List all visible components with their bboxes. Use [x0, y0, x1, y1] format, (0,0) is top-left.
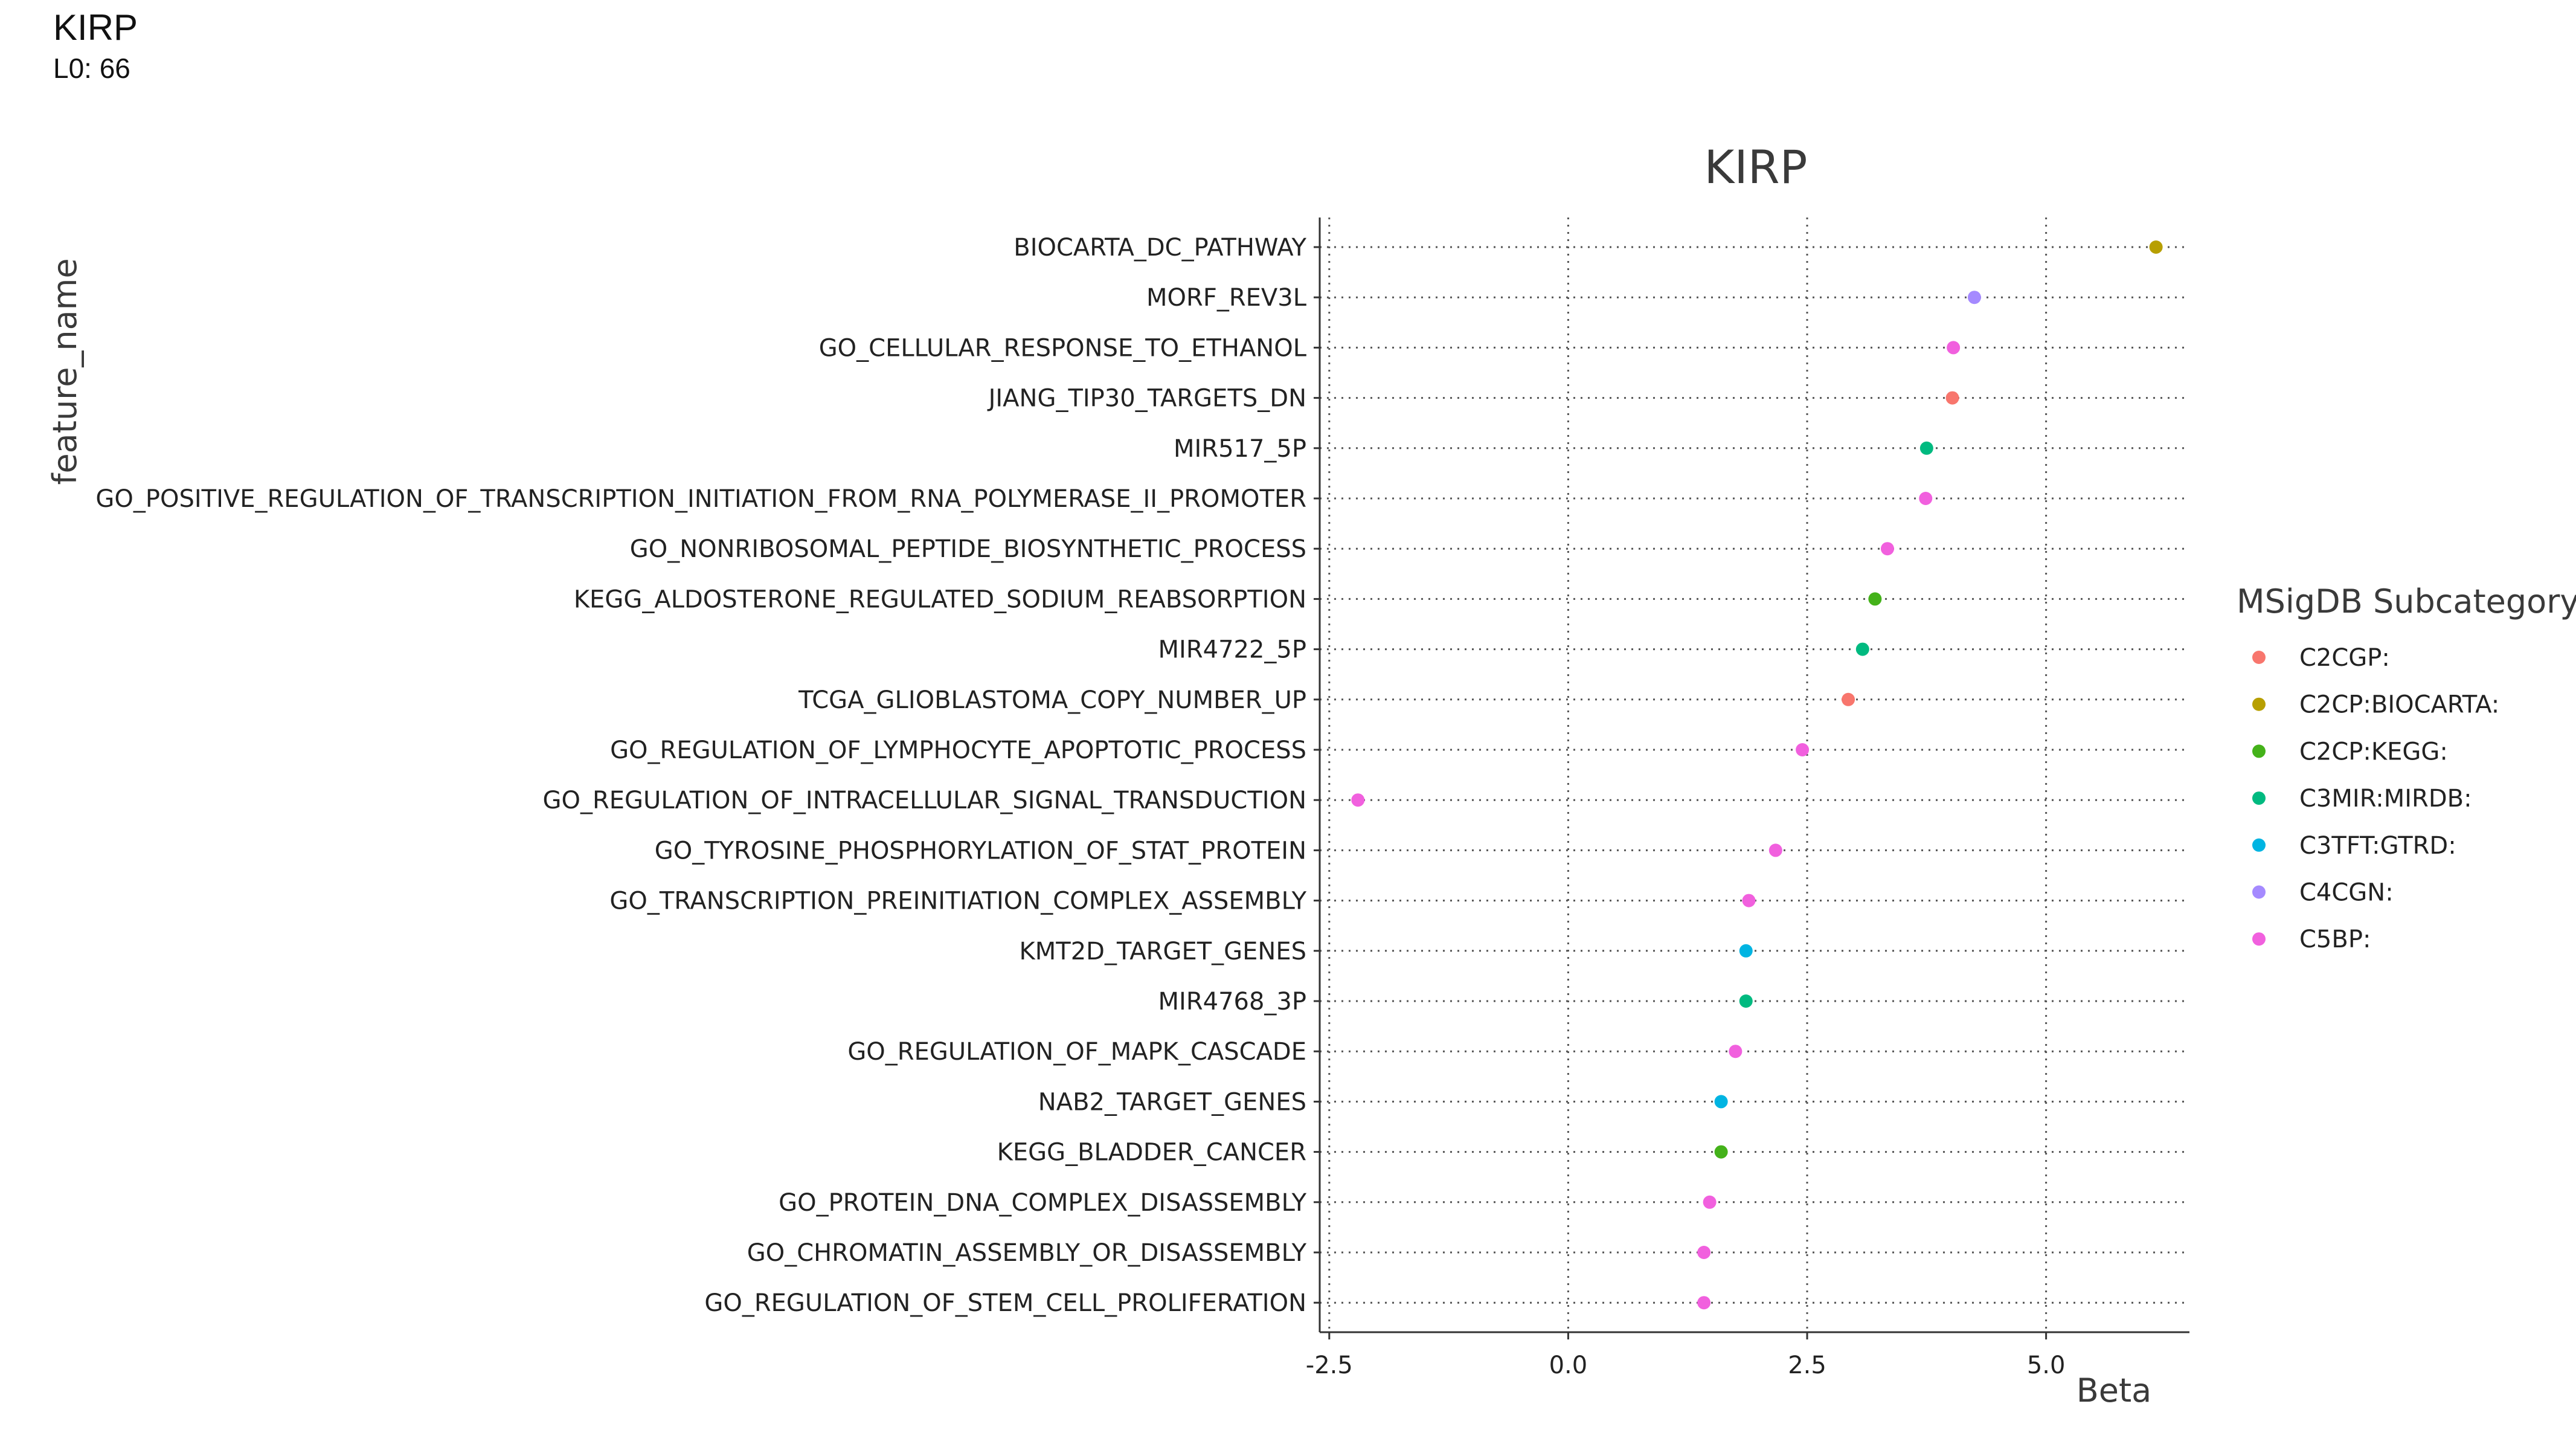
- legend-label: C2CP:BIOCARTA:: [2299, 691, 2499, 719]
- legend-swatch: [2252, 697, 2266, 711]
- data-point: [1947, 341, 1961, 355]
- data-point: [1697, 1296, 1711, 1310]
- y-tick-label: GO_REGULATION_OF_LYMPHOCYTE_APOPTOTIC_PR…: [610, 736, 1306, 764]
- x-tick-label: 0.0: [1549, 1352, 1588, 1379]
- legend-swatch: [2252, 932, 2266, 946]
- data-point: [1739, 944, 1753, 958]
- y-tick-label: KEGG_ALDOSTERONE_REGULATED_SODIUM_REABSO…: [574, 585, 1306, 613]
- y-tick-label: MIR4722_5P: [1158, 636, 1306, 664]
- chart-title: KIRP: [1704, 140, 1808, 194]
- data-point: [1945, 391, 1959, 405]
- data-point: [1714, 1095, 1728, 1109]
- y-tick-label: GO_POSITIVE_REGULATION_OF_TRANSCRIPTION_…: [95, 485, 1306, 513]
- page-title: KIRP: [53, 7, 138, 48]
- legend-label: C5BP:: [2299, 926, 2371, 953]
- legend-label: C4CGN:: [2299, 879, 2394, 907]
- y-tick-labels: BIOCARTA_DC_PATHWAY MORF_REV3L GO_CELLULAR…: [95, 234, 1306, 1317]
- legend-label: C2CGP:: [2299, 644, 2390, 672]
- data-point: [1703, 1195, 1717, 1209]
- y-tick-label: BIOCARTA_DC_PATHWAY: [1013, 234, 1306, 262]
- legend-swatch: [2252, 838, 2266, 852]
- data-point: [1697, 1246, 1711, 1259]
- y-tick-label: GO_REGULATION_OF_INTRACELLULAR_SIGNAL_TR…: [543, 787, 1307, 814]
- legend-swatch: [2252, 744, 2266, 758]
- data-point: [1967, 291, 1981, 304]
- axes: [1314, 218, 2189, 1339]
- y-tick-label: GO_PROTEIN_DNA_COMPLEX_DISASSEMBLY: [779, 1189, 1306, 1217]
- y-axis-title: feature_name: [46, 258, 84, 485]
- data-points: [1351, 240, 2163, 1310]
- data-point: [1714, 1145, 1728, 1159]
- x-tick-labels: -2.5 0.0 2.5 5.0: [1306, 1352, 2066, 1379]
- data-point: [1919, 441, 1933, 455]
- legend-swatch: [2252, 885, 2266, 899]
- data-point: [1351, 793, 1365, 807]
- data-point: [1768, 843, 1782, 857]
- y-tick-label: GO_REGULATION_OF_STEM_CELL_PROLIFERATION: [704, 1289, 1306, 1317]
- data-point: [1919, 492, 1933, 505]
- legend: MSigDB Subcategory C2CGP: C2CP:BIOCARTA: C…: [2237, 582, 2576, 953]
- data-point: [2149, 240, 2163, 254]
- data-point: [1742, 894, 1756, 907]
- x-tick-label: -2.5: [1306, 1352, 1353, 1379]
- y-tick-label: TCGA_GLIOBLASTOMA_COPY_NUMBER_UP: [798, 686, 1306, 714]
- x-tick-label: 2.5: [1788, 1352, 1826, 1379]
- grid-lines: [1320, 218, 2189, 1332]
- page-header: KIRP L0: 66: [53, 6, 138, 85]
- y-tick-label: GO_CHROMATIN_ASSEMBLY_OR_DISASSEMBLY: [747, 1239, 1307, 1267]
- y-tick-label: MIR517_5P: [1174, 435, 1306, 463]
- y-tick-label: KEGG_BLADDER_CANCER: [997, 1139, 1306, 1167]
- data-point: [1880, 542, 1894, 556]
- legend-title: MSigDB Subcategory: [2237, 582, 2576, 620]
- y-tick-label: MORF_REV3L: [1146, 284, 1307, 312]
- y-tick-label: NAB2_TARGET_GENES: [1038, 1088, 1306, 1116]
- x-axis-title: Beta: [2077, 1371, 2152, 1410]
- data-point: [1868, 592, 1882, 606]
- data-point: [1842, 692, 1855, 706]
- data-point: [1796, 743, 1810, 756]
- page-subtitle: L0: 66: [53, 53, 130, 84]
- y-tick-label: GO_TYROSINE_PHOSPHORYLATION_OF_STAT_PROT…: [655, 837, 1306, 865]
- y-tick-label: KMT2D_TARGET_GENES: [1020, 938, 1306, 965]
- y-tick-label: GO_CELLULAR_RESPONSE_TO_ETHANOL: [819, 334, 1307, 362]
- legend-swatch: [2252, 651, 2266, 664]
- legend-label: C3TFT:GTRD:: [2299, 832, 2456, 860]
- legend-label: C3MIR:MIRDB:: [2299, 785, 2472, 813]
- y-tick-label: GO_REGULATION_OF_MAPK_CASCADE: [847, 1038, 1306, 1066]
- x-tick-label: 5.0: [2027, 1352, 2066, 1379]
- legend-label: C2CP:KEGG:: [2299, 738, 2448, 765]
- y-tick-label: JIANG_TIP30_TARGETS_DN: [987, 385, 1306, 413]
- legend-swatch: [2252, 791, 2266, 805]
- data-point: [1729, 1045, 1742, 1058]
- data-point: [1739, 994, 1753, 1008]
- y-tick-label: GO_NONRIBOSOMAL_PEPTIDE_BIOSYNTHETIC_PRO…: [630, 535, 1306, 563]
- data-point: [1855, 642, 1869, 656]
- y-tick-label: MIR4768_3P: [1158, 988, 1306, 1016]
- y-tick-label: GO_TRANSCRIPTION_PREINITIATION_COMPLEX_A…: [609, 888, 1306, 915]
